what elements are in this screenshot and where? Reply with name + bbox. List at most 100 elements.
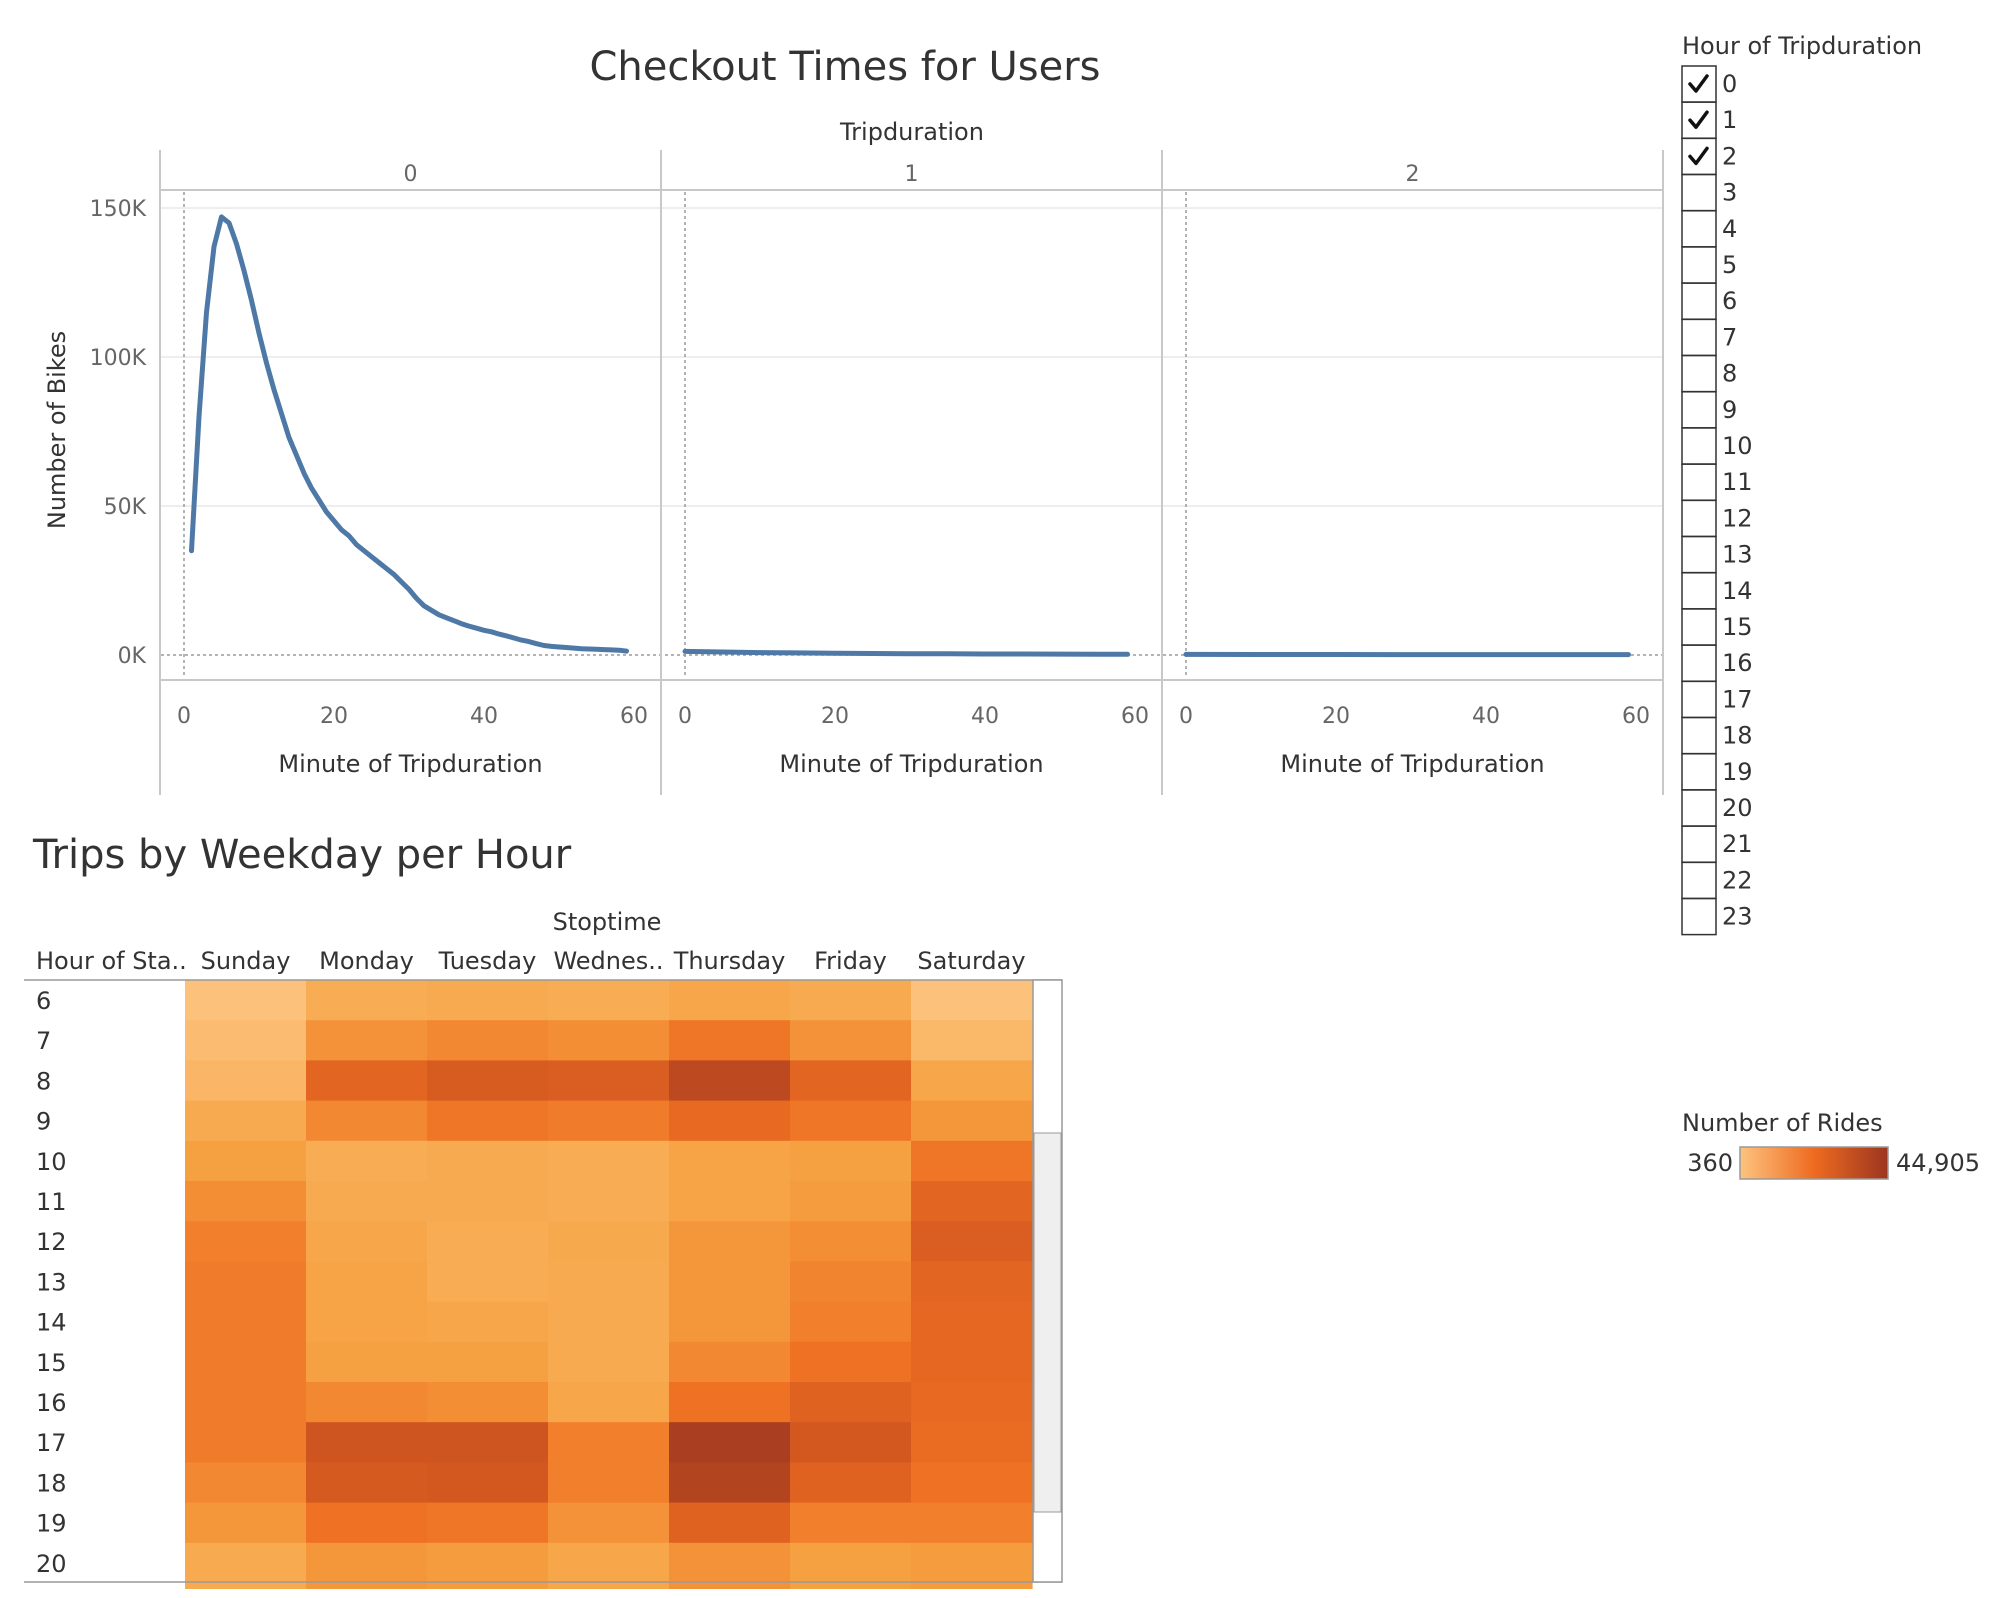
filter-item-12[interactable]: 12: [1681, 499, 1753, 538]
filter-item-13[interactable]: 13: [1681, 535, 1753, 574]
filter-checkbox[interactable]: [1681, 644, 1717, 682]
heatmap-cell: [306, 980, 428, 1021]
filter-checkbox[interactable]: [1681, 572, 1717, 610]
facet-label: 0: [404, 162, 418, 187]
y-tick-labels: 0K 50K 100K 150K: [90, 197, 147, 669]
filter-checkbox[interactable]: [1681, 680, 1717, 719]
filter-item-19[interactable]: 19: [1681, 753, 1753, 791]
filter-checkbox[interactable]: [1681, 463, 1717, 501]
heatmap-cell: [790, 1502, 912, 1544]
color-legend-max-label: 44,905: [1896, 1149, 1980, 1177]
heatmap-row-label: 16: [36, 1389, 67, 1417]
filter-checkbox[interactable]: [1681, 246, 1717, 284]
filter-item-20[interactable]: 20: [1681, 789, 1753, 827]
filter-checkbox[interactable]: [1681, 354, 1717, 393]
filter-item-8[interactable]: 8: [1681, 354, 1737, 393]
heatmap-row-label: 20: [36, 1550, 67, 1578]
heatmap-cell: [548, 1422, 670, 1463]
heatmap-cell: [548, 1382, 670, 1423]
filter-item-5[interactable]: 5: [1681, 246, 1737, 284]
heatmap-cell: [306, 1301, 428, 1343]
filter-checkbox[interactable]: [1681, 608, 1717, 646]
filter-checkbox[interactable]: [1681, 825, 1717, 863]
filter-item-23[interactable]: 23: [1681, 897, 1753, 936]
filter-item-3[interactable]: 3: [1681, 173, 1737, 212]
filter-checkbox[interactable]: [1681, 318, 1717, 357]
x-tick-label: 20: [821, 704, 849, 729]
filter-item-10[interactable]: 10: [1681, 427, 1753, 465]
filter-item-9[interactable]: 9: [1681, 391, 1737, 429]
heatmap-cell: [185, 1301, 307, 1343]
filter-item-label: 16: [1722, 649, 1753, 677]
filter-checkbox[interactable]: [1681, 535, 1717, 574]
filter-checkbox[interactable]: [1681, 789, 1717, 827]
filter-checkbox[interactable]: [1681, 427, 1717, 465]
filter-checkbox[interactable]: [1681, 861, 1717, 900]
filter-item-16[interactable]: 16: [1681, 644, 1753, 682]
heatmap-cell: [790, 1301, 912, 1343]
heatmap-cell: [669, 1542, 791, 1584]
filter-item-14[interactable]: 14: [1681, 572, 1753, 610]
heatmap-cell: [306, 1060, 428, 1102]
filter-item-4[interactable]: 4: [1681, 210, 1737, 248]
heatmap-row-label: 6: [36, 987, 51, 1015]
line-series: [189, 214, 1631, 658]
x-tick-label: 20: [1322, 704, 1350, 729]
heatmap-cell-partial: [790, 1583, 912, 1589]
filter-item-1[interactable]: 1: [1681, 101, 1737, 139]
filter-item-0[interactable]: 0: [1681, 65, 1737, 103]
filter-item-label: 22: [1722, 866, 1753, 894]
filter-item-11[interactable]: 11: [1681, 463, 1753, 501]
facet-label: 2: [1406, 162, 1420, 187]
filter-item-7[interactable]: 7: [1681, 318, 1737, 357]
filter-item-6[interactable]: 6: [1681, 282, 1737, 320]
heatmap-cell: [911, 1341, 1033, 1383]
filter-item-label: 17: [1722, 685, 1753, 713]
x-tick-label: 40: [470, 704, 498, 729]
heatmap-cell: [669, 1181, 791, 1222]
heatmap-cell: [306, 1341, 428, 1383]
scrollbar-thumb[interactable]: [1033, 1132, 1062, 1513]
heatmap-row-header: Hour of Sta..: [36, 947, 187, 975]
filter-item-label: 4: [1722, 215, 1737, 243]
filter-checkbox[interactable]: [1681, 753, 1717, 791]
heatmap-cell: [427, 1542, 549, 1584]
filter-item-17[interactable]: 17: [1681, 680, 1753, 719]
heatmap-scrollbar[interactable]: [1032, 979, 1063, 1583]
filter-checkbox[interactable]: [1681, 897, 1717, 936]
heatmap-cell: [548, 1542, 670, 1584]
heatmap-cell: [790, 1020, 912, 1061]
y-axis-label: Number of Bikes: [43, 331, 71, 529]
filter-item-label: 6: [1722, 287, 1737, 315]
heatmap-cell: [427, 1341, 549, 1383]
heatmap-cell: [669, 1140, 791, 1182]
heatmap-cell: [911, 1020, 1033, 1061]
filter-item-21[interactable]: 21: [1681, 825, 1753, 863]
filter-checkbox[interactable]: [1681, 173, 1717, 212]
filter-item-2[interactable]: 2: [1681, 137, 1737, 176]
heatmap-cell: [548, 1502, 670, 1544]
heatmap-cell: [911, 1542, 1033, 1584]
heatmap-cell: [911, 1382, 1033, 1423]
heatmap-cell: [548, 1181, 670, 1222]
heatmap-row-label: 12: [36, 1228, 67, 1256]
filter-checkbox[interactable]: [1681, 499, 1717, 538]
filter-item-22[interactable]: 22: [1681, 861, 1753, 900]
filter-item-label: 12: [1722, 504, 1753, 532]
filter-checkbox[interactable]: [1681, 716, 1717, 755]
filter-checkbox[interactable]: [1681, 210, 1717, 248]
x-axis-labels: Minute of Tripduration Minute of Tripdura…: [278, 750, 1544, 778]
heatmap-cell-partial: [306, 1583, 428, 1589]
filter-checkbox[interactable]: [1681, 282, 1717, 320]
color-legend-ramp: [1739, 1146, 1889, 1180]
filter-item-15[interactable]: 15: [1681, 608, 1753, 646]
heatmap-cell: [790, 1382, 912, 1423]
x-axis-label: Minute of Tripduration: [278, 750, 542, 778]
filter-checkbox[interactable]: [1681, 391, 1717, 429]
series-line-facet-0: [189, 214, 629, 654]
filter-item-18[interactable]: 18: [1681, 716, 1753, 755]
heatmap-cell: [669, 980, 791, 1021]
heatmap-cell: [548, 1462, 670, 1504]
color-legend-min-label: 360: [1687, 1149, 1733, 1177]
x-tick-label: 40: [1472, 704, 1500, 729]
